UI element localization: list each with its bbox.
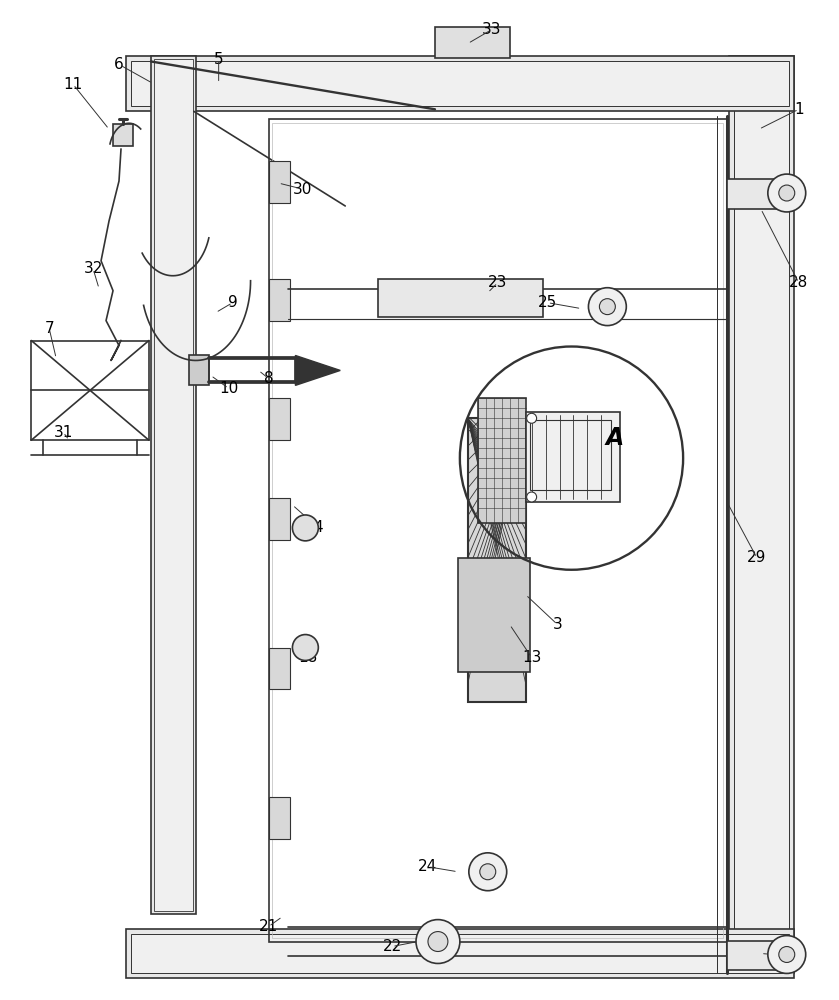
Text: 33: 33 <box>482 22 502 37</box>
Circle shape <box>293 635 318 660</box>
Bar <box>113 124 133 146</box>
Bar <box>273 123 723 938</box>
Circle shape <box>599 299 615 315</box>
Bar <box>458 558 529 672</box>
Text: 5: 5 <box>214 52 223 67</box>
Text: 28: 28 <box>789 275 808 290</box>
Circle shape <box>416 920 460 963</box>
Text: 31: 31 <box>54 425 73 440</box>
Circle shape <box>527 413 537 423</box>
Bar <box>268 398 290 440</box>
Text: 29: 29 <box>748 550 767 565</box>
Circle shape <box>480 864 496 880</box>
Bar <box>727 179 784 209</box>
Text: 24: 24 <box>419 859 438 874</box>
Circle shape <box>588 288 626 326</box>
Bar <box>126 56 794 111</box>
Bar <box>268 161 290 203</box>
Bar <box>268 119 727 942</box>
Text: 13: 13 <box>522 650 541 665</box>
Bar <box>727 941 784 970</box>
Circle shape <box>469 853 507 891</box>
Text: 3: 3 <box>553 617 562 632</box>
Text: 32: 32 <box>83 261 102 276</box>
Bar <box>151 56 195 914</box>
Circle shape <box>428 932 448 952</box>
Bar <box>729 56 794 973</box>
Text: 8: 8 <box>263 371 274 386</box>
Text: A: A <box>605 426 623 450</box>
Bar <box>268 498 290 540</box>
Circle shape <box>527 492 537 502</box>
Bar <box>477 398 526 523</box>
Bar <box>435 27 510 58</box>
Bar <box>268 279 290 321</box>
Circle shape <box>768 174 805 212</box>
Bar <box>154 59 193 911</box>
Bar <box>126 929 794 978</box>
Bar <box>131 61 789 106</box>
Bar <box>468 418 526 702</box>
Text: 18: 18 <box>299 650 318 665</box>
Bar <box>268 797 290 839</box>
Bar <box>734 61 789 968</box>
Bar <box>526 412 620 502</box>
Text: 4: 4 <box>314 520 323 535</box>
Text: 21: 21 <box>259 919 278 934</box>
Text: 7: 7 <box>44 321 54 336</box>
Circle shape <box>779 947 795 962</box>
Bar <box>131 934 789 973</box>
Text: 6: 6 <box>114 57 124 72</box>
Text: 22: 22 <box>383 939 402 954</box>
Text: 2: 2 <box>794 949 804 964</box>
Text: 11: 11 <box>64 77 83 92</box>
Text: 25: 25 <box>538 295 557 310</box>
Bar <box>189 355 209 385</box>
Text: 30: 30 <box>293 182 312 197</box>
Circle shape <box>293 515 318 541</box>
Circle shape <box>768 936 805 973</box>
Bar <box>529 420 612 490</box>
Text: 10: 10 <box>219 381 238 396</box>
Polygon shape <box>295 355 341 385</box>
Bar <box>378 279 543 317</box>
Text: 9: 9 <box>227 295 237 310</box>
Text: 23: 23 <box>488 275 508 290</box>
Bar <box>268 648 290 689</box>
Text: 1: 1 <box>794 102 804 117</box>
Circle shape <box>779 185 795 201</box>
